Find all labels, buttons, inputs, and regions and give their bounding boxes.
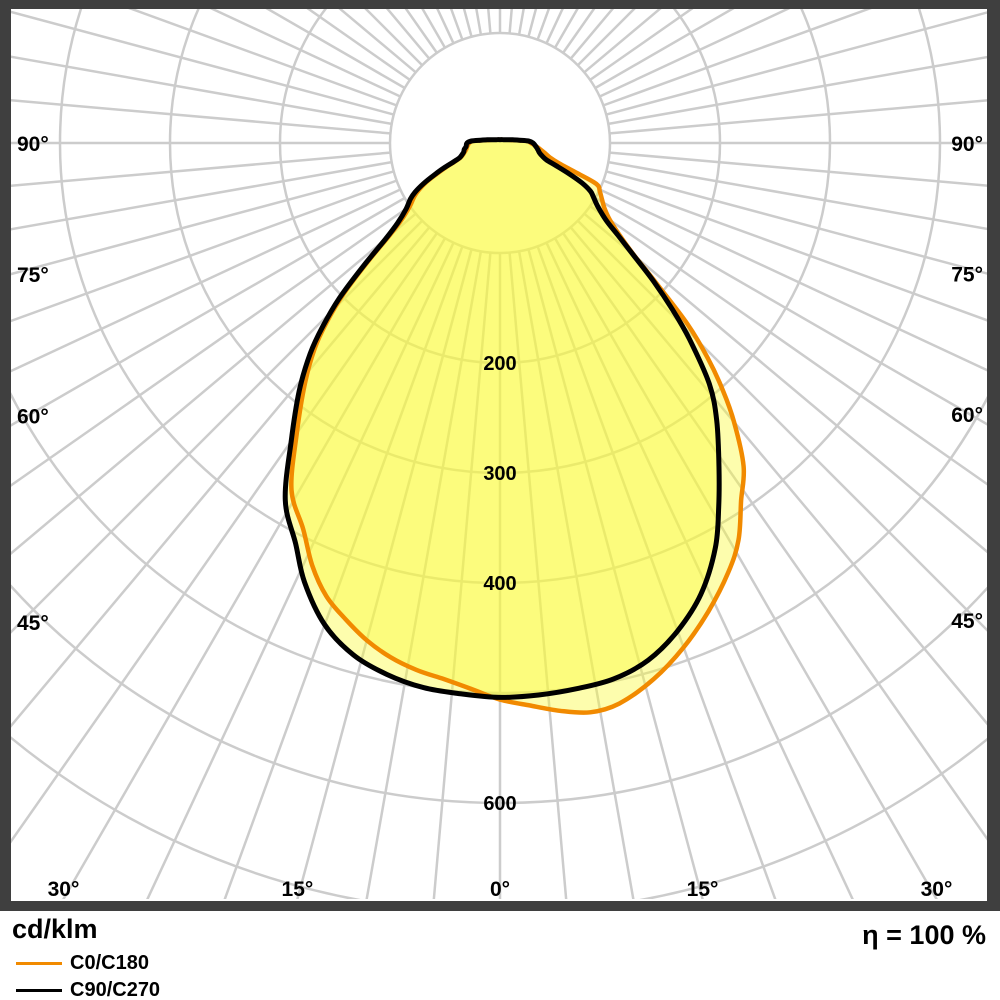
grid-spoke <box>365 251 483 899</box>
angle-tick-left-90: 90° <box>17 133 49 156</box>
grid-spoke <box>609 151 987 187</box>
grid-spoke <box>432 252 492 899</box>
grid-spoke <box>583 212 987 554</box>
grid-spoke <box>589 205 987 486</box>
grid-spoke <box>608 55 987 126</box>
grid-spoke <box>11 219 424 634</box>
grid-spoke <box>11 188 401 373</box>
unit-label: cd/klm <box>12 914 98 944</box>
grid-spoke <box>605 170 987 275</box>
grid-spoke <box>527 248 704 899</box>
angle-tick-bottom-right-15: 15° <box>687 878 719 901</box>
grid-spoke <box>11 98 391 135</box>
grid-spoke <box>146 242 455 899</box>
legend-line-swatch-black <box>16 989 62 992</box>
grid-spoke <box>599 188 987 372</box>
polar-grid <box>11 9 987 899</box>
grid-spoke <box>128 9 398 107</box>
legend-item-c90-c270: C90/C270 <box>0 977 500 1000</box>
grid-spoke <box>553 237 938 899</box>
angle-tick-right-60: 60° <box>951 404 983 427</box>
grid-spoke <box>536 245 777 899</box>
grid-spoke <box>11 212 417 555</box>
frame-bottom <box>0 901 1000 911</box>
grid-spoke <box>11 170 395 276</box>
grid-spoke <box>608 160 987 231</box>
legend-line-swatch-orange <box>16 962 62 965</box>
curve-c90-c270 <box>282 137 722 700</box>
legend: C0/C180 C90/C270 <box>0 950 500 1000</box>
ring-label-400: 400 <box>483 573 516 595</box>
grid-spoke <box>223 245 464 899</box>
plot-area <box>11 9 987 899</box>
grid-spoke <box>562 232 987 841</box>
angle-tick-left-45: 45° <box>17 612 49 635</box>
angle-tick-right-90: 90° <box>951 133 983 156</box>
grid-spoke <box>602 9 872 107</box>
angle-tick-right-45: 45° <box>951 610 983 633</box>
legend-label: C0/C180 <box>70 952 149 974</box>
grid-spoke <box>508 252 568 899</box>
grid-spoke <box>609 99 987 135</box>
legend-label: C90/C270 <box>70 979 161 1000</box>
ring-label-200: 200 <box>483 353 516 375</box>
grid-spoke <box>569 226 987 726</box>
angle-tick-bottom-left-30: 30° <box>48 878 80 901</box>
grid-spoke <box>11 10 395 116</box>
angle-tick-right-75: 75° <box>951 263 983 286</box>
grid-spoke <box>11 232 438 844</box>
grid-spoke <box>11 196 406 427</box>
grid-spoke <box>602 179 987 322</box>
curve-fill-c0-c180 <box>291 139 744 713</box>
ring-label-300: 300 <box>483 463 516 485</box>
grid-spoke <box>11 55 392 126</box>
frame-top <box>0 0 1000 9</box>
angle-tick-bottom-right-30: 30° <box>921 878 953 901</box>
frame-left <box>0 0 11 911</box>
legend-item-c0-c180: C0/C180 <box>0 950 500 977</box>
grid-spoke <box>62 237 447 899</box>
grid-spoke <box>11 226 431 728</box>
polar-chart: 90° 90° 75° 75° 60° 60° 45° 45° 30° 30° 15° 15° 0° 20… <box>0 0 1000 911</box>
grid-spoke <box>605 11 987 116</box>
ring-label-600: 600 <box>483 793 516 815</box>
angle-tick-left-75: 75° <box>17 264 49 287</box>
grid-spoke <box>11 151 391 188</box>
angle-tick-left-60: 60° <box>17 405 49 428</box>
grid-spoke <box>517 251 635 899</box>
grid-spoke <box>296 248 473 899</box>
grid-spoke <box>594 196 987 426</box>
grid-spoke <box>576 219 987 632</box>
curve-fill-c90-c270 <box>285 139 720 698</box>
angle-tick-bottom-left-15: 15° <box>282 878 314 901</box>
grid-spoke <box>11 160 392 231</box>
grid-spoke <box>11 179 398 323</box>
angle-tick-0: 0° <box>490 878 510 901</box>
grid-spoke <box>11 205 411 487</box>
frame-right <box>987 0 1000 911</box>
efficiency-label: η = 100 % <box>862 920 986 950</box>
grid-spoke <box>545 242 854 899</box>
